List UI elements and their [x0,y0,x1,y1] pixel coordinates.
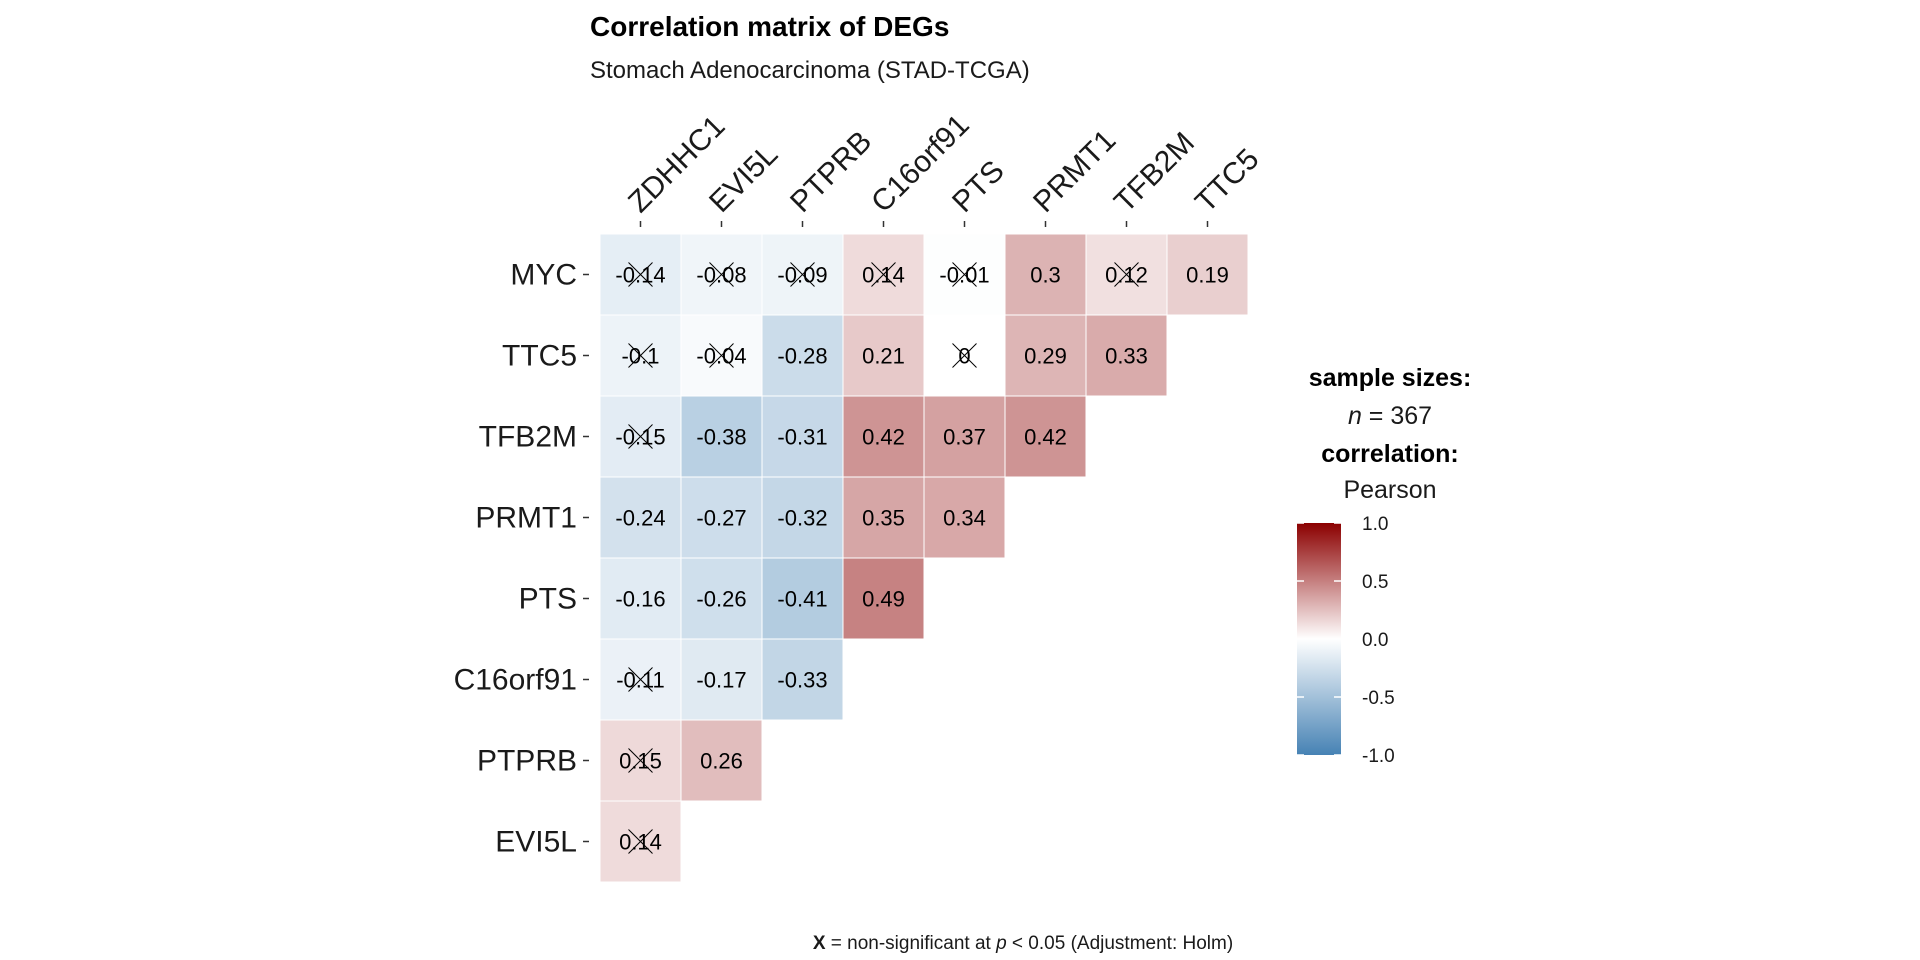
caption-x-symbol: X [813,933,826,954]
cell-value-label: 0.42 [1024,425,1067,450]
heatmap-cell [1004,314,1087,397]
x-tick-label: PTS [946,154,1011,219]
y-axis: MYC TTC5 TFB2M PRMT1 PTS C16orf91 PTPRB EVI5L [454,259,589,859]
legend-sample-size: n = 367 [1348,402,1432,430]
nonsig-cross-mark [628,748,653,773]
cell-value-label: 0.33 [1105,344,1148,369]
heatmap-cell [1085,314,1168,397]
heatmap-cell [842,395,925,478]
cell-value-label: -0.32 [777,506,827,531]
nonsig-cross-mark [1114,262,1139,287]
cell-value-label: 0.35 [862,506,905,531]
cell-value-label: -0.31 [777,425,827,450]
heatmap-cell [599,476,682,559]
legend-correlation-heading: correlation: [1321,440,1459,468]
legend-sample-heading: sample sizes: [1309,364,1472,392]
y-tick-label: TTC5 [502,340,577,373]
heatmap-cell [1004,233,1087,316]
nonsig-cross-mark [709,262,734,287]
cell-value-label: -0.16 [615,587,665,612]
x-tick-label: TFB2M [1108,126,1201,219]
cell-value-label: -0.28 [777,344,827,369]
cell-value-label: 0.26 [700,749,743,774]
heatmap-cells: -0.14-0.08-0.090.14-0.010.30.120.19-0.1-… [599,233,1249,883]
chart-subtitle: Stomach Adenocarcinoma (STAD-TCGA) [590,57,1030,84]
y-tick-label: EVI5L [495,826,577,859]
heatmap-cell [761,638,844,721]
caption-p-symbol: p [995,933,1007,954]
heatmap-cell [761,476,844,559]
cell-value-label: -0.26 [696,587,746,612]
legend-tick-label: 0.0 [1362,630,1388,651]
heatmap-cell [680,719,763,802]
legend-tick-label: -0.5 [1362,688,1395,709]
cell-value-label: 0.49 [862,587,905,612]
legend-color-bar [1297,523,1341,755]
heatmap-cell [680,395,763,478]
y-tick-label: PRMT1 [475,502,577,535]
chart-title: Correlation matrix of DEGs [590,11,949,42]
legend-tick-label: 0.5 [1362,572,1388,593]
cell-value-label: 0.19 [1186,263,1229,288]
nonsig-cross-mark [628,829,653,854]
nonsig-cross-mark [628,262,653,287]
heatmap-cell [599,800,682,883]
cell-value-label: 0.29 [1024,344,1067,369]
heatmap-cell [1004,395,1087,478]
cell-value-label: 0.37 [943,425,986,450]
cell-value-label: -0.33 [777,668,827,693]
legend: sample sizes: n = 367 correlation: Pears… [1297,364,1471,767]
cell-value-label: -0.17 [696,668,746,693]
heatmap-cell [680,476,763,559]
nonsig-cross-mark [628,424,653,449]
x-tick-label: PRMT1 [1027,124,1122,219]
heatmap-cell [923,476,1006,559]
x-tick-label: EVI5L [703,138,784,219]
y-tick-label: PTS [519,583,577,616]
nonsig-cross-mark [790,262,815,287]
cell-value-label: -0.38 [696,425,746,450]
y-tick-label: PTPRB [477,745,577,778]
nonsig-cross-mark [628,667,653,692]
cell-value-label: -0.27 [696,506,746,531]
heatmap-cell [923,395,1006,478]
nonsig-cross-mark [628,343,653,368]
chart-caption: X = non-significant at p < 0.05 (Adjustm… [813,933,1233,954]
legend-tick-label: -1.0 [1362,746,1395,767]
nonsig-cross-mark [709,343,734,368]
caption-part2: < 0.05 (Adjustment: Holm) [1007,933,1234,954]
nonsig-cross-mark [952,262,977,287]
x-tick-label: TTC5 [1189,143,1265,219]
heatmap-cell [599,557,682,640]
legend-tick-label: 1.0 [1362,514,1388,535]
cell-value-label: 0.21 [862,344,905,369]
heatmap-cell [761,395,844,478]
heatmap-cell [842,557,925,640]
legend-method: Pearson [1343,476,1436,504]
caption-part1: = non-significant at [826,933,997,954]
nonsig-cross-mark [871,262,896,287]
nonsig-cross-mark [952,343,977,368]
heatmap-cell [842,476,925,559]
y-tick-label: MYC [510,259,577,292]
y-tick-label: C16orf91 [454,664,577,697]
y-tick-label: TFB2M [479,421,577,454]
cell-value-label: 0.3 [1030,263,1061,288]
cell-value-label: -0.41 [777,587,827,612]
x-tick-label: PTPRB [784,125,878,219]
heatmap-cell [680,638,763,721]
cell-value-label: 0.34 [943,506,986,531]
heatmap-cell [1166,233,1249,316]
cell-value-label: 0.42 [862,425,905,450]
legend-n-symbol: n [1348,402,1362,430]
legend-n-value: = 367 [1362,402,1432,430]
cell-value-label: -0.24 [615,506,665,531]
